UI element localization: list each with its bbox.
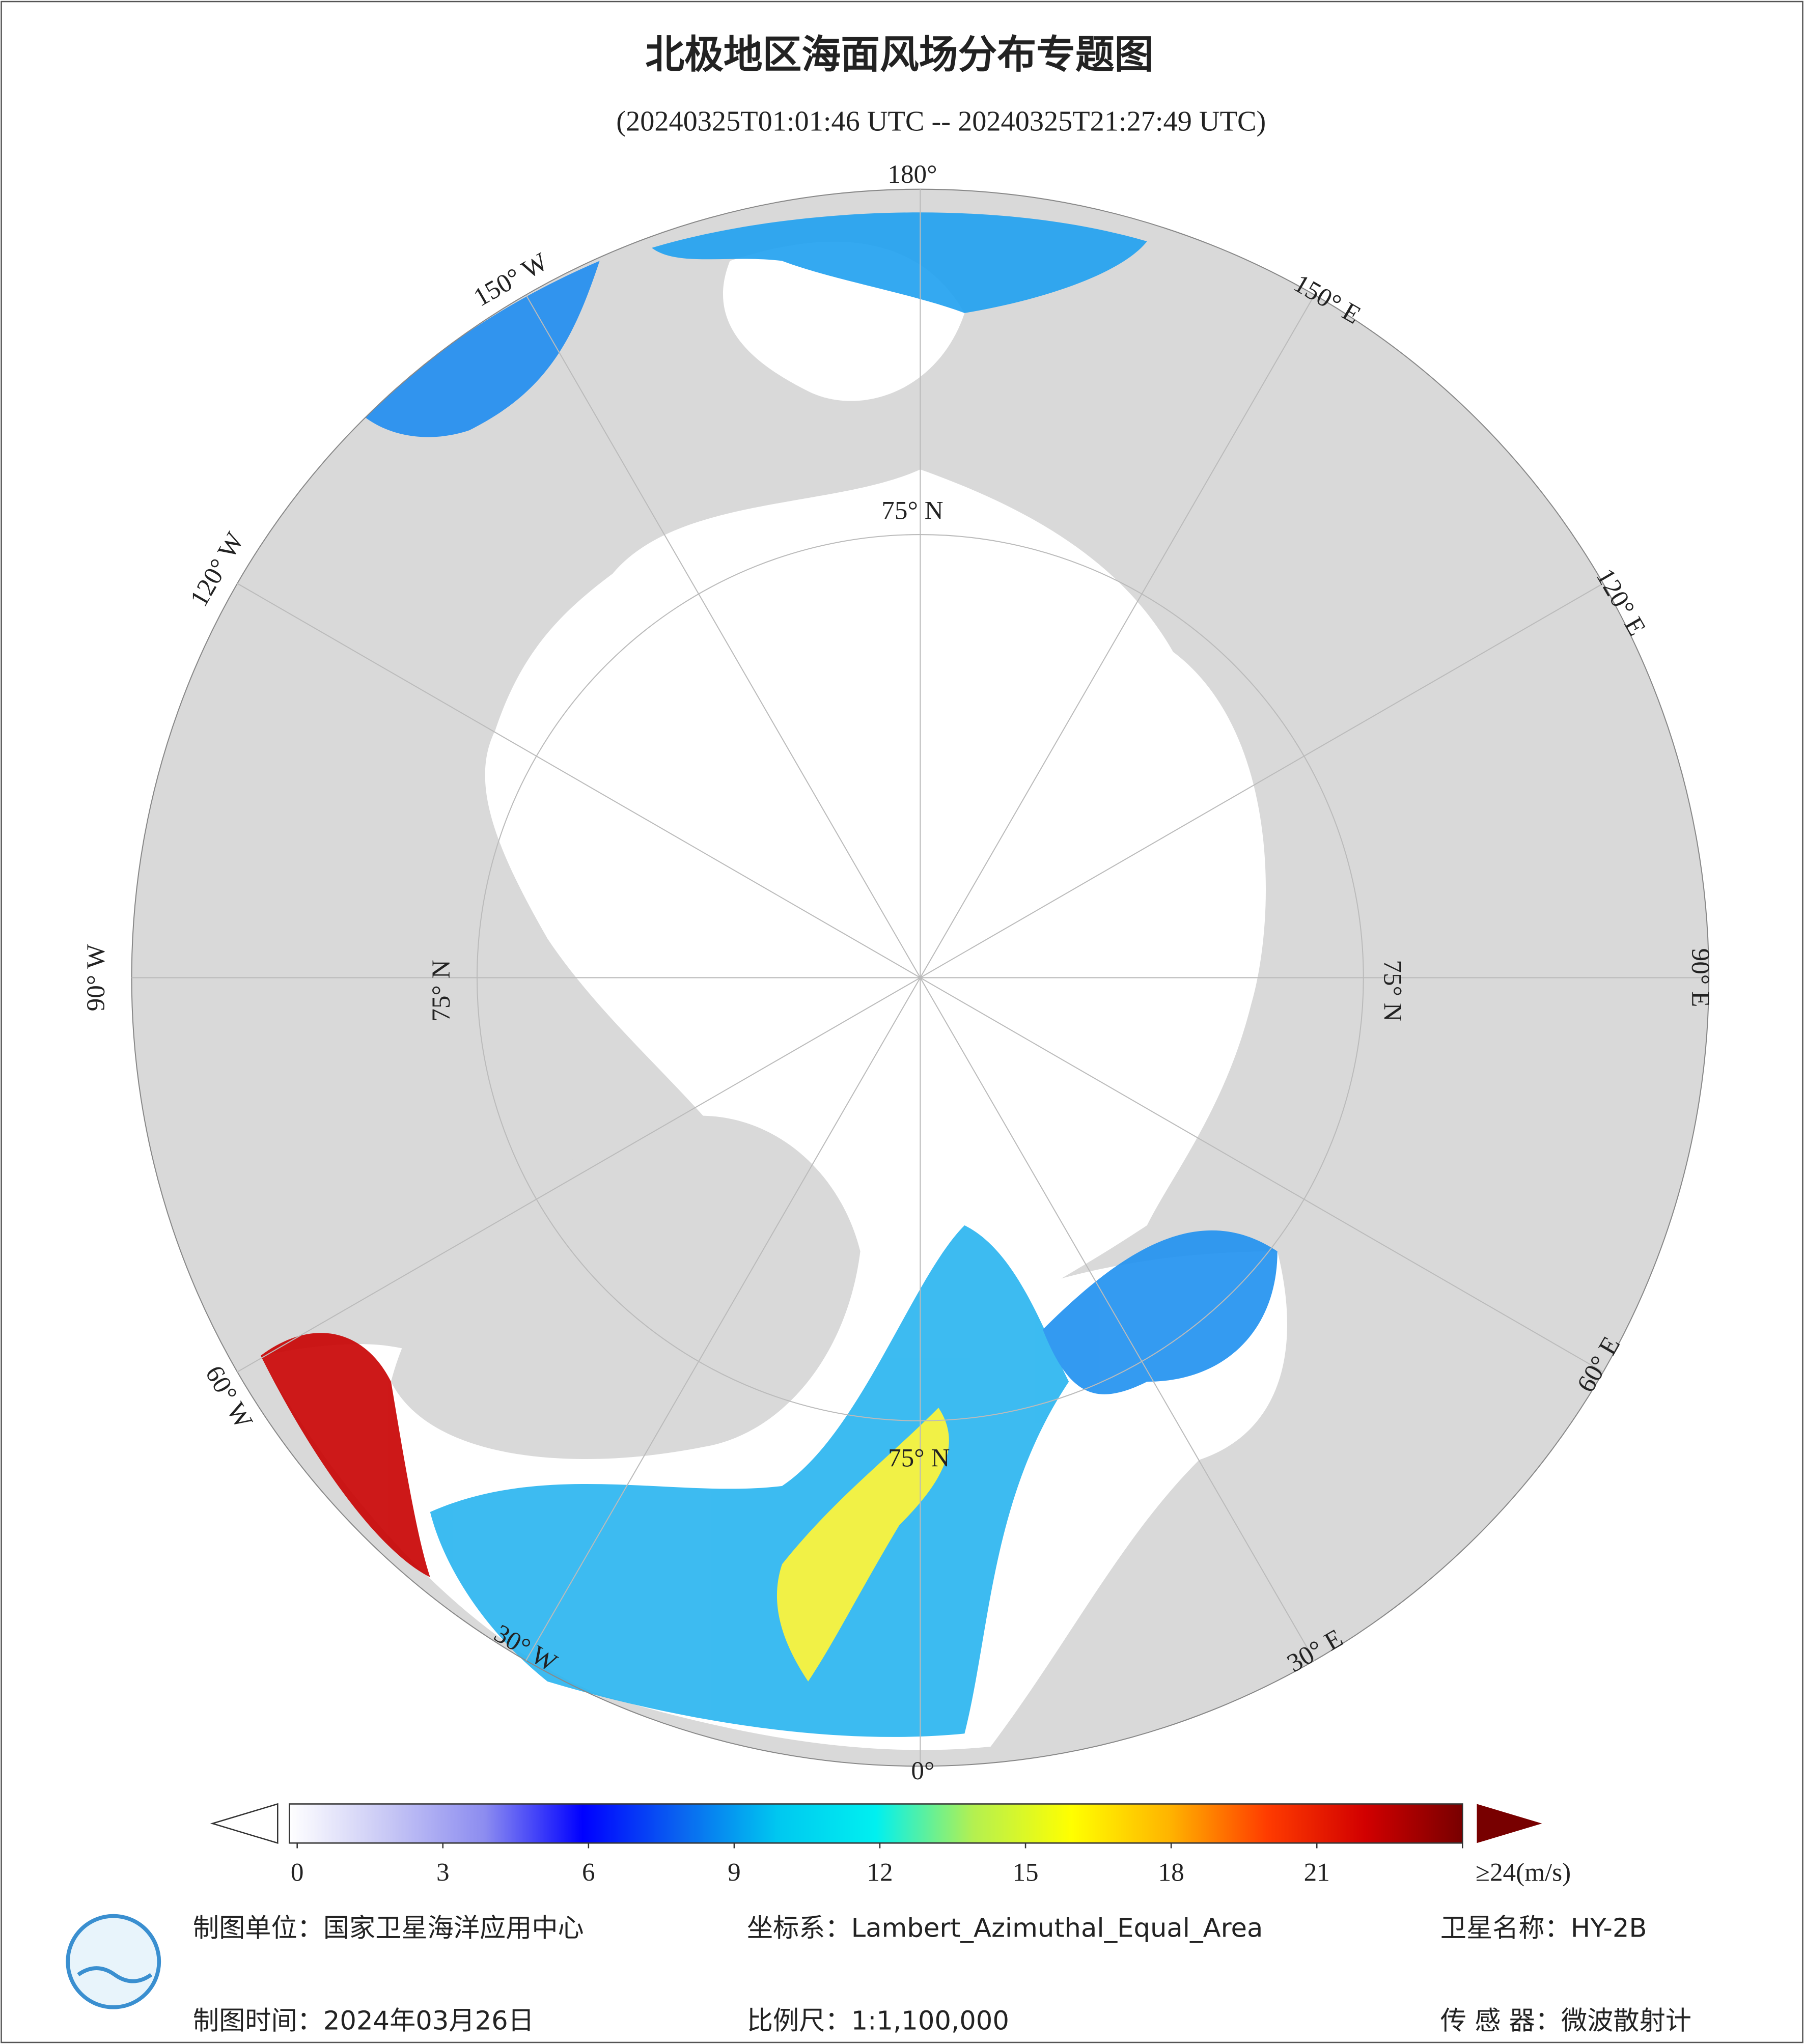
- colorbar-over: [1477, 1804, 1542, 1843]
- lat-label: 75° N: [881, 496, 943, 525]
- colorbar-tick-label: 3: [436, 1858, 450, 1887]
- footer-text: 比例尺：1:1,100,000: [747, 2005, 1009, 2036]
- colorbar-tick-label: 0: [291, 1858, 304, 1887]
- footer-text: 卫星名称：HY-2B: [1440, 1913, 1647, 1944]
- meridian: [525, 294, 921, 978]
- footer-text: 坐标系：Lambert_Azimuthal_Equal_Area: [747, 1913, 1263, 1944]
- graticule: [131, 188, 1710, 1767]
- wind-patch: [651, 212, 1147, 313]
- colorbar-tick-label: ≥24(m/s): [1476, 1858, 1571, 1887]
- lon-label: 90° E: [1686, 948, 1715, 1007]
- meridian: [920, 977, 1604, 1373]
- subtitle: (20240325T01:01:46 UTC -- 20240325T21:27…: [616, 105, 1266, 137]
- logo: [66, 1914, 161, 2009]
- wind-patch: [1042, 1230, 1278, 1394]
- colorbar-tick-label: 6: [582, 1858, 595, 1887]
- wind-patch: [260, 1333, 430, 1578]
- colorbar-tick-label: 9: [728, 1858, 741, 1887]
- wind-patch: [365, 261, 600, 437]
- footer-text: 制图单位：国家卫星海洋应用中心: [193, 1913, 584, 1944]
- wind-field: [260, 212, 1278, 1737]
- lon-label: 180°: [887, 160, 937, 189]
- footer-text: 制图时间：2024年03月26日: [193, 2005, 534, 2036]
- arctic-ocean: [485, 469, 1266, 1418]
- meridian: [525, 977, 921, 1661]
- logo-wave: [77, 1966, 153, 1983]
- footer-text: 传 感 器：微波散射计: [1440, 2005, 1691, 2036]
- colorbar-tick-label: 21: [1304, 1858, 1330, 1887]
- lat-label: 75° N: [427, 960, 456, 1021]
- lon-label: 90° W: [81, 944, 110, 1012]
- title: 北极地区海面风场分布专题图: [645, 33, 1153, 78]
- colorbar-tick-label: 15: [1012, 1858, 1038, 1887]
- footer: 制图单位：国家卫星海洋应用中心 坐标系：Lambert_Azimuthal_Eq…: [66, 1913, 1691, 2036]
- colorbar-under: [210, 1803, 279, 1844]
- meridian: [237, 583, 921, 978]
- meridian: [920, 977, 1315, 1661]
- wind-patch: [776, 1408, 949, 1682]
- greenland: [391, 1115, 861, 1460]
- colorbar: 0 3 6 9 12 15 18 21 ≥24(m/s): [210, 1803, 1571, 1887]
- meridian: [920, 294, 1315, 978]
- meridian: [237, 977, 921, 1373]
- meridian: [920, 583, 1604, 978]
- wind-patch: [430, 1225, 1069, 1737]
- lat-label: 75° N: [1378, 960, 1407, 1021]
- colorbar-ramp: [289, 1803, 1463, 1844]
- lat-label: 75° N: [888, 1443, 950, 1472]
- colorbar-tick-label: 18: [1158, 1858, 1184, 1887]
- colorbar-tick-label: 12: [867, 1858, 893, 1887]
- lon-label: 0°: [911, 1756, 934, 1785]
